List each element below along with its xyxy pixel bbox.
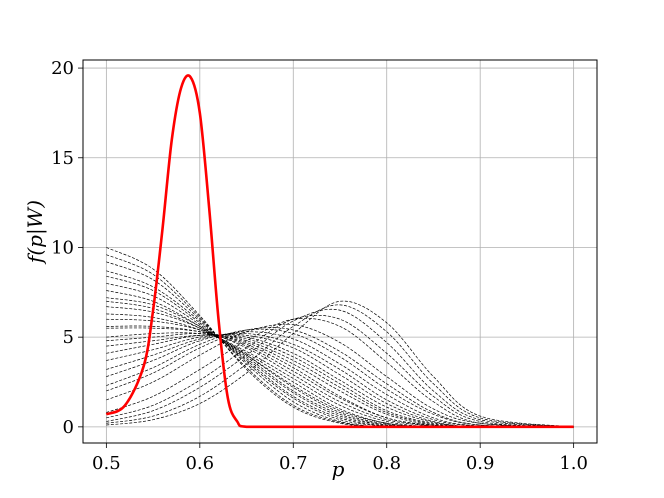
tick-marks bbox=[78, 67, 575, 448]
series-line-12 bbox=[106, 318, 574, 428]
plot-area bbox=[105, 74, 574, 429]
x-tick-label: 0.7 bbox=[279, 453, 308, 474]
x-tick-label: 1.0 bbox=[559, 453, 588, 474]
series-line-3 bbox=[106, 261, 574, 428]
series-line-22 bbox=[106, 328, 574, 428]
series-line-7 bbox=[106, 290, 574, 428]
series-line-11 bbox=[106, 313, 574, 428]
series-line-29 bbox=[106, 300, 574, 428]
x-tick-label: 0.6 bbox=[185, 453, 214, 474]
highlight-series-line bbox=[105, 74, 574, 429]
series-line-23 bbox=[106, 327, 574, 428]
series-line-5 bbox=[106, 275, 574, 428]
series-line-27 bbox=[106, 309, 574, 428]
series-line-2 bbox=[106, 254, 574, 428]
tick-labels: 0.5 0.6 0.7 0.8 0.9 1.0 0 5 10 15 20 bbox=[51, 58, 588, 474]
series-line-28 bbox=[106, 304, 574, 428]
x-tick-label: 0.9 bbox=[466, 453, 495, 474]
y-tick-label: 20 bbox=[51, 58, 74, 79]
series-line-8 bbox=[106, 297, 574, 428]
y-axis-label: f(p|W) bbox=[23, 200, 48, 265]
y-tick-label: 5 bbox=[63, 327, 74, 348]
series-line-9 bbox=[106, 300, 574, 428]
x-tick-label: 0.8 bbox=[372, 453, 401, 474]
series-line-21 bbox=[106, 331, 574, 428]
y-tick-label: 10 bbox=[51, 237, 74, 258]
series-line-25 bbox=[106, 317, 574, 428]
series-line-19 bbox=[106, 334, 574, 428]
y-tick-label: 0 bbox=[63, 417, 74, 438]
series-line-24 bbox=[106, 323, 574, 428]
y-tick-label: 15 bbox=[51, 148, 74, 169]
series-line-15 bbox=[106, 332, 574, 428]
axes-frame bbox=[82, 59, 598, 444]
series-line-13 bbox=[106, 325, 574, 428]
series-line-26 bbox=[106, 314, 574, 428]
grid-lines bbox=[83, 60, 597, 443]
x-tick-label: 0.5 bbox=[92, 453, 121, 474]
x-axis-label: p bbox=[332, 457, 345, 481]
series-line-4 bbox=[106, 270, 574, 428]
